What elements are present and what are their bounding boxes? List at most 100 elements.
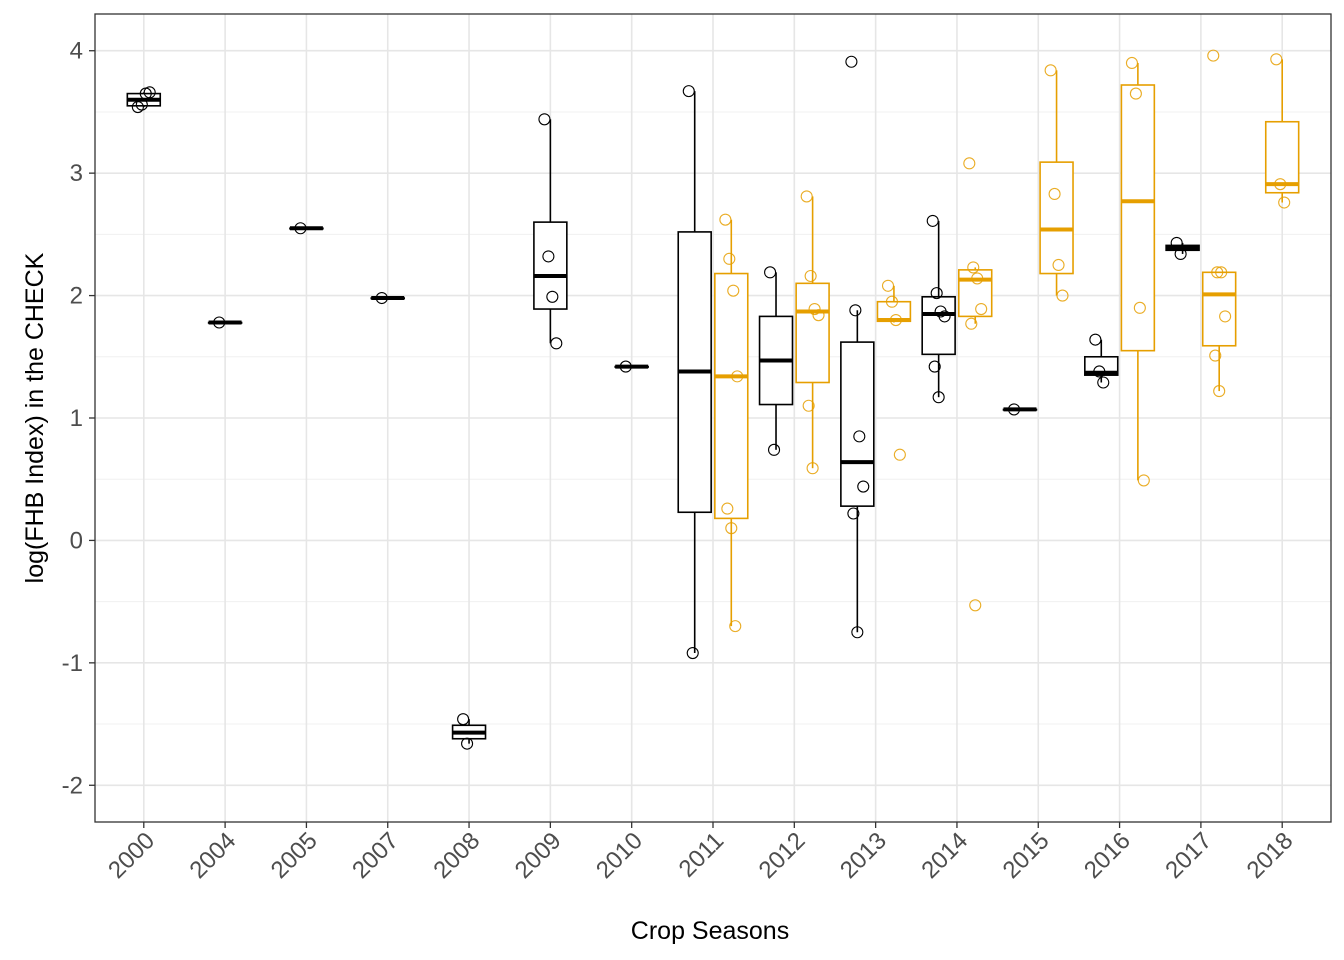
y-axis-title: log(FHB Index) in the CHECK bbox=[21, 252, 49, 583]
box-orange-2013 bbox=[876, 279, 912, 461]
data-point bbox=[881, 279, 895, 292]
box-series bbox=[126, 49, 1300, 750]
y-tick-label: -1 bbox=[62, 650, 83, 677]
data-point bbox=[845, 55, 858, 68]
data-point bbox=[938, 310, 951, 323]
data-point bbox=[538, 113, 551, 126]
box-black-2014 bbox=[921, 214, 956, 404]
box-orange-2017 bbox=[1201, 49, 1237, 398]
data-point bbox=[975, 302, 988, 316]
data-point bbox=[857, 480, 870, 493]
box-black-2007 bbox=[370, 291, 406, 305]
data-point bbox=[686, 647, 699, 660]
data-point bbox=[806, 462, 819, 475]
data-point bbox=[1213, 385, 1226, 398]
x-axis-title: Crop Seasons bbox=[631, 917, 789, 945]
data-point bbox=[928, 360, 941, 373]
data-point bbox=[1207, 49, 1220, 62]
data-point bbox=[847, 507, 860, 520]
data-point bbox=[1056, 289, 1069, 302]
data-point bbox=[808, 302, 821, 316]
y-tick-label: 2 bbox=[70, 283, 83, 310]
data-point bbox=[764, 266, 777, 279]
data-point bbox=[963, 157, 976, 170]
data-point bbox=[932, 391, 945, 404]
data-point bbox=[885, 295, 899, 308]
data-point bbox=[889, 314, 902, 327]
data-point bbox=[546, 290, 559, 303]
data-point bbox=[1215, 266, 1228, 279]
data-point bbox=[1097, 376, 1110, 389]
data-point bbox=[719, 213, 732, 226]
box-iqr bbox=[1201, 271, 1237, 347]
data-point bbox=[725, 522, 738, 535]
data-point bbox=[800, 190, 813, 203]
data-point bbox=[721, 502, 734, 515]
box-orange-2014 bbox=[957, 157, 993, 612]
data-point bbox=[723, 252, 736, 265]
box-iqr bbox=[795, 282, 830, 384]
data-point bbox=[375, 291, 388, 305]
data-point bbox=[542, 250, 555, 263]
data-point bbox=[893, 448, 906, 461]
data-point bbox=[461, 737, 474, 750]
y-tick-label: 3 bbox=[70, 160, 83, 187]
box-iqr bbox=[533, 221, 568, 310]
box-black-2004 bbox=[207, 316, 243, 329]
box-iqr bbox=[840, 341, 875, 507]
data-point bbox=[853, 430, 866, 443]
data-point bbox=[1278, 196, 1291, 209]
box-black-2017 bbox=[1165, 236, 1200, 261]
data-point bbox=[1007, 403, 1021, 416]
box-black-2009 bbox=[533, 113, 568, 350]
data-point bbox=[1137, 474, 1150, 487]
data-point bbox=[143, 86, 156, 99]
data-point bbox=[1219, 310, 1232, 323]
box-black-2016 bbox=[1084, 333, 1119, 389]
box-orange-2012 bbox=[795, 190, 830, 475]
box-iqr bbox=[1120, 84, 1156, 352]
data-point bbox=[1052, 258, 1065, 272]
data-point bbox=[1174, 247, 1187, 261]
data-point bbox=[682, 85, 695, 98]
data-point bbox=[930, 287, 943, 300]
box-orange-2018 bbox=[1264, 53, 1300, 209]
data-point bbox=[804, 269, 817, 283]
data-point bbox=[135, 98, 148, 111]
box-orange-2011 bbox=[714, 213, 749, 633]
box-black-2013 bbox=[840, 55, 875, 639]
box-iqr bbox=[1039, 161, 1074, 275]
box-black-2010 bbox=[614, 360, 649, 373]
data-point bbox=[802, 399, 815, 412]
data-point bbox=[729, 620, 742, 633]
box-iqr bbox=[921, 295, 956, 356]
data-point bbox=[213, 316, 226, 329]
data-point bbox=[1089, 333, 1102, 346]
data-point bbox=[1211, 266, 1224, 279]
data-point bbox=[1048, 187, 1061, 201]
box-black-2012 bbox=[758, 266, 794, 456]
box-black-2000 bbox=[126, 86, 162, 114]
data-point bbox=[1125, 56, 1138, 70]
data-point bbox=[619, 360, 632, 373]
y-tick-label: 1 bbox=[70, 405, 83, 432]
box-iqr bbox=[1264, 120, 1300, 194]
box-black-2008 bbox=[451, 713, 487, 750]
data-point bbox=[851, 626, 864, 639]
box-iqr bbox=[714, 272, 749, 520]
data-point bbox=[1270, 53, 1283, 66]
data-point bbox=[812, 309, 825, 322]
data-point bbox=[926, 214, 939, 227]
data-point bbox=[550, 337, 563, 350]
data-point bbox=[1093, 365, 1106, 378]
box-black-2011 bbox=[677, 85, 712, 660]
data-point bbox=[767, 443, 781, 456]
data-point bbox=[457, 713, 470, 726]
box-orange-2015 bbox=[1039, 64, 1074, 302]
data-point bbox=[1129, 87, 1142, 100]
data-point bbox=[967, 261, 980, 274]
data-point bbox=[1209, 349, 1222, 362]
box-black-2015 bbox=[1002, 403, 1038, 416]
data-point bbox=[731, 370, 744, 383]
